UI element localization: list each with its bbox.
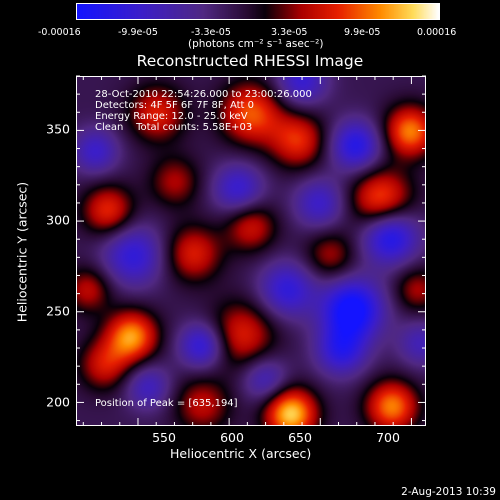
y-tick-label: 350 <box>46 121 70 137</box>
x-tick-label: 550 <box>152 430 176 445</box>
clean-counts-annotation: Clean Total counts: 5.58E+03 <box>95 122 253 133</box>
colorbar <box>76 3 440 20</box>
colorbar-unit-label: (photons cm⁻² s⁻¹ asec⁻²) <box>188 38 324 50</box>
x-tick-label: 700 <box>376 430 400 445</box>
y-tick-label: 200 <box>46 394 70 410</box>
colorbar-tick-label: -3.3e-05 <box>191 27 231 38</box>
y-axis-label: Heliocentric Y (arcsec) <box>14 181 30 323</box>
y-tick-label: 300 <box>46 212 70 228</box>
y-tick-label: 250 <box>46 303 70 319</box>
colorbar-tick-label: -0.00016 <box>38 27 81 38</box>
detectors-annotation: Detectors: 4F 5F 6F 7F 8F, Att 0 <box>95 100 255 111</box>
chart-title: Reconstructed RHESSI Image <box>136 52 364 70</box>
energy-range-annotation: Energy Range: 12.0 - 25.0 keV <box>95 111 248 122</box>
colorbar-tick-label: 0.00016 <box>417 27 457 38</box>
plot-area <box>76 76 426 426</box>
x-tick-label: 600 <box>220 430 244 445</box>
colorbar-tick-label: -9.9e-05 <box>118 27 158 38</box>
colorbar-tick-label: 3.3e-05 <box>271 27 308 38</box>
peak-position-annotation: Position of Peak = [635,194] <box>95 398 238 409</box>
footer-date: 2-Aug-2013 10:39 <box>401 486 496 498</box>
x-tick-label: 650 <box>288 430 312 445</box>
x-axis-label: Heliocentric X (arcsec) <box>170 446 312 461</box>
heatmap-image <box>77 77 425 425</box>
time-range-annotation: 28-Oct-2010 22:54:26.000 to 23:00:26.000 <box>95 89 312 100</box>
colorbar-tick-label: 9.9e-05 <box>344 27 381 38</box>
